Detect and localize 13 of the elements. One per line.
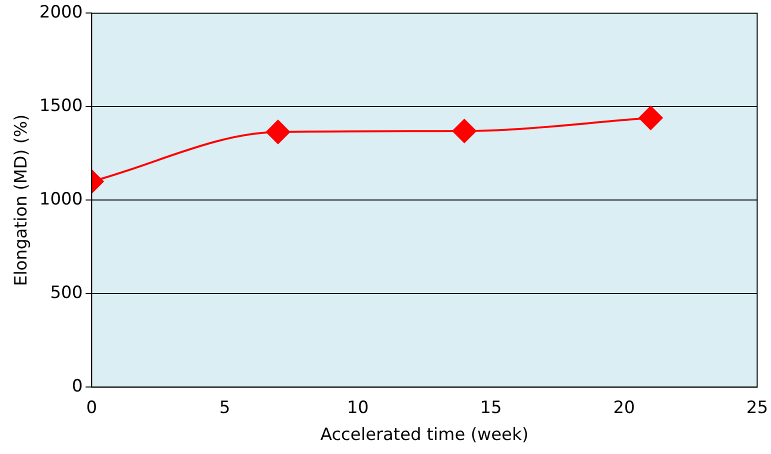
y-tick-label: 500 <box>50 283 83 304</box>
x-tick-label: 10 <box>347 398 369 418</box>
y-tick-label: 1500 <box>39 96 83 116</box>
y-axis-title: Elongation (MD) (%) <box>12 114 32 286</box>
y-tick-label: 1000 <box>39 190 83 210</box>
y-tick-label: 2000 <box>39 2 83 23</box>
x-tick-label: 15 <box>480 398 502 418</box>
x-tick-label: 20 <box>613 398 635 418</box>
x-axis-title: Accelerated time (week) <box>320 425 528 446</box>
x-tick-label: 0 <box>86 398 98 418</box>
x-tick-label: 5 <box>219 398 230 418</box>
y-tick-label: 0 <box>72 376 83 397</box>
x-tick-label: 25 <box>746 398 768 418</box>
